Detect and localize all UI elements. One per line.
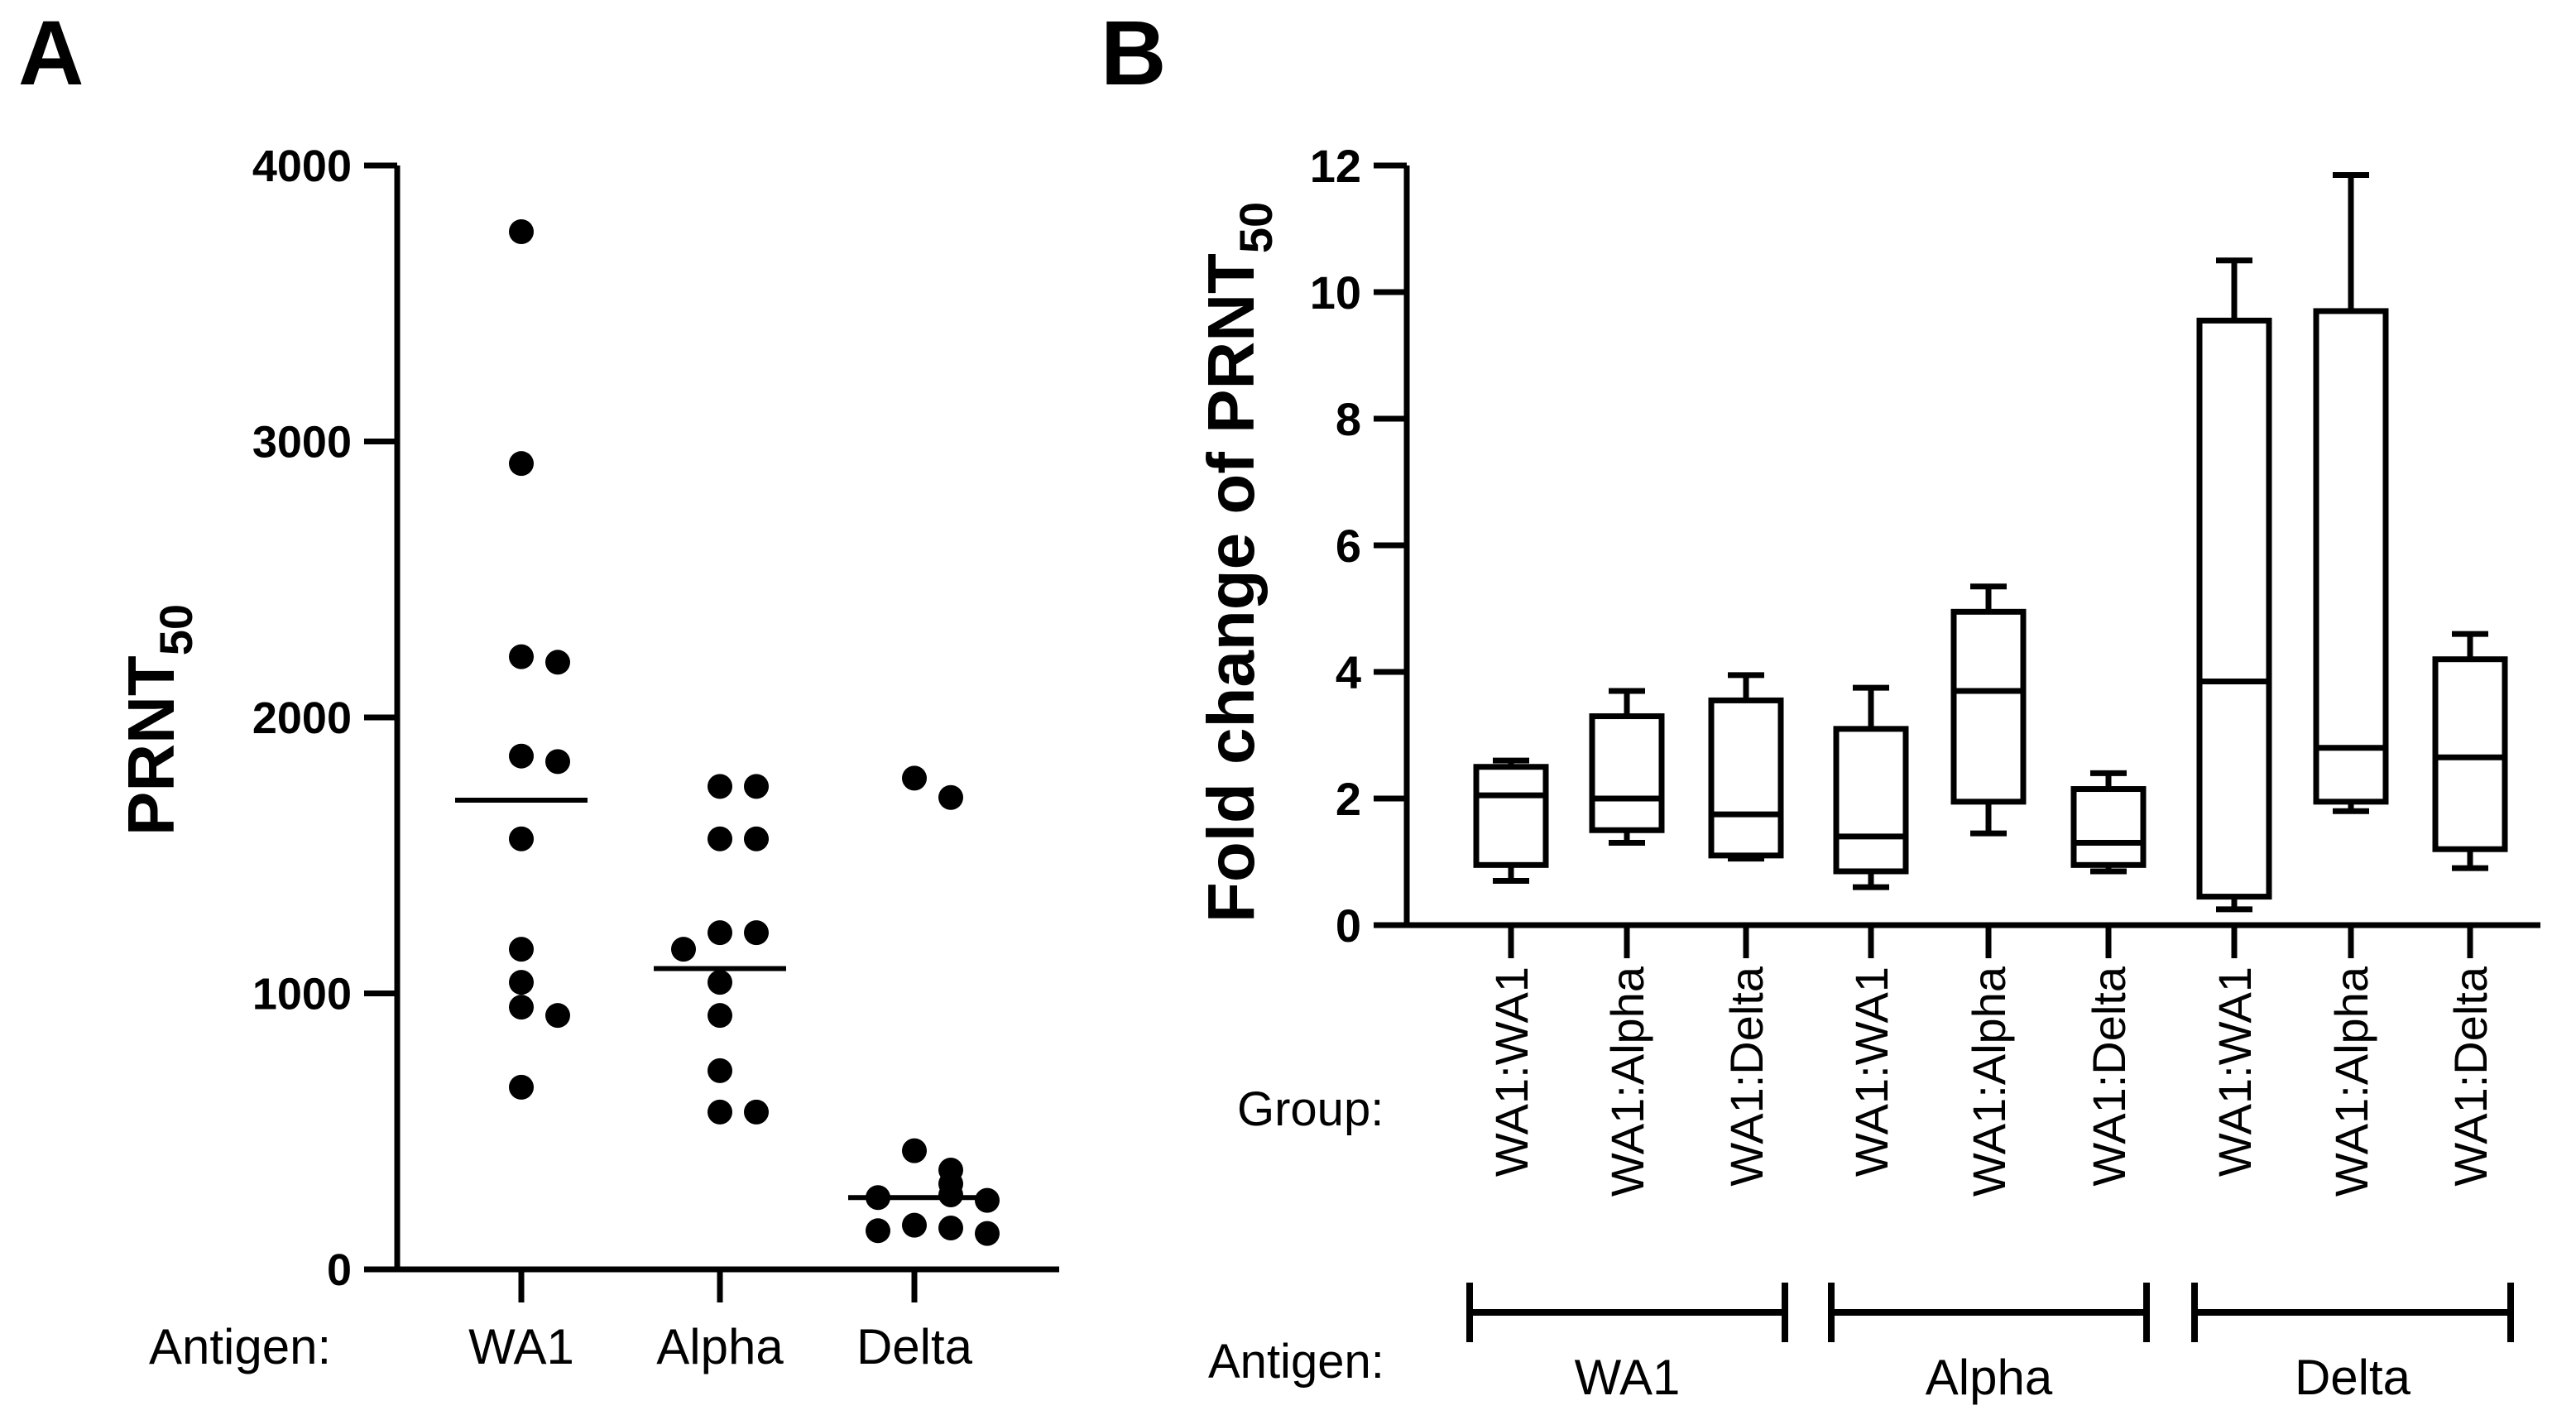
a-data-point	[509, 743, 534, 769]
b-box	[1708, 697, 1784, 859]
b-y-tick-label: 6	[1336, 520, 1361, 572]
b-antigen-bracket	[2191, 1283, 2514, 1342]
a-data-point	[708, 970, 732, 995]
a-x-title: Antigen:	[149, 1319, 331, 1374]
a-x-tick-label: Delta	[856, 1319, 973, 1374]
b-box-plot	[1833, 684, 1909, 890]
b-group-tick-label: WA1:Delta	[2444, 966, 2497, 1186]
panel-b-marks: 0 2 4 6 8 10 12 WA1:WA1 WA1:Alpha WA1:Delta WA1:WA…	[1310, 140, 2514, 1405]
a-y-tick-label: 2000	[252, 693, 352, 743]
a-data-point	[509, 937, 534, 962]
b-y-tick-label: 2	[1336, 773, 1361, 825]
a-data-point	[509, 644, 534, 669]
a-data-point	[708, 826, 732, 851]
a-y-title: PRNT50	[114, 604, 202, 836]
b-y-title: Fold change of PRNT50	[1194, 202, 1282, 923]
a-x-tick-label: Alpha	[656, 1319, 784, 1374]
b-group-tick-label: WA1:WA1	[1845, 967, 1897, 1177]
b-group-tick-label: WA1:WA1	[2209, 967, 2261, 1177]
b-group-tick-label: WA1:Alpha	[1963, 966, 2015, 1197]
b-y-tick-label: 4	[1336, 646, 1361, 698]
a-y-title-sub: 50	[150, 604, 202, 655]
b-box	[1589, 713, 1665, 833]
a-y-title-main: PRNT	[114, 655, 188, 836]
a-data-point	[671, 937, 696, 962]
b-antigen-label: Antigen:	[1208, 1335, 1384, 1389]
a-data-point	[509, 970, 534, 995]
b-box-plot	[1589, 688, 1665, 847]
b-box-plot	[1708, 672, 1784, 862]
b-y-title-sub: 50	[1230, 202, 1282, 253]
b-box	[2313, 308, 2389, 805]
b-box	[1950, 608, 2027, 805]
a-data-point	[509, 219, 534, 245]
b-group-tick-label: WA1:WA1	[1485, 967, 1537, 1177]
a-data-point	[866, 1218, 890, 1244]
a-data-point	[509, 995, 534, 1020]
b-box-plot	[1950, 583, 2027, 837]
b-y-title-main: Fold change of PRNT	[1194, 253, 1268, 923]
a-y-tick-label: 4000	[252, 142, 352, 191]
a-data-point	[509, 451, 534, 477]
b-box-plot	[2313, 171, 2389, 814]
b-box-plot	[2070, 770, 2147, 875]
a-data-point	[744, 774, 769, 799]
panel-a-marks: 0 1000 2000 3000 4000 WA1 Alpha Delta	[252, 142, 1000, 1374]
a-data-point	[708, 1099, 732, 1125]
b-y-tick-label: 10	[1310, 266, 1361, 319]
b-y-tick-label: 12	[1310, 140, 1361, 192]
a-data-point	[708, 1058, 732, 1083]
b-group-tick-label: WA1:Alpha	[2325, 966, 2377, 1197]
b-box-plot	[2196, 257, 2272, 913]
b-group-tick-label: WA1:Delta	[1720, 966, 1772, 1186]
a-y-tick-label: 3000	[252, 418, 352, 468]
panel-b-label: B	[1101, 2, 1166, 104]
a-y-tick-label: 1000	[252, 970, 352, 1019]
a-data-point	[975, 1187, 1000, 1213]
b-antigen-tick-label: WA1	[1575, 1350, 1681, 1405]
a-data-point	[509, 826, 534, 851]
b-box	[2432, 656, 2508, 852]
a-data-point	[545, 650, 570, 675]
b-box-plot	[1473, 757, 1549, 884]
a-data-point	[902, 1138, 927, 1163]
b-y-tick-label: 0	[1336, 899, 1361, 952]
b-group-tick-label: WA1:Alpha	[1601, 966, 1653, 1197]
a-data-point	[938, 784, 963, 810]
a-data-point	[509, 1074, 534, 1100]
a-data-point	[938, 1182, 963, 1207]
a-data-point	[744, 826, 769, 851]
a-data-point	[708, 920, 732, 946]
a-data-point	[744, 1099, 769, 1125]
b-group-tick-label: WA1:Delta	[2083, 966, 2135, 1186]
a-data-point	[975, 1221, 1000, 1246]
a-data-point	[545, 749, 570, 775]
a-data-point	[708, 1003, 732, 1029]
b-antigen-bracket	[1466, 1283, 1788, 1342]
panel-a-label: A	[18, 2, 84, 104]
b-antigen-tick-label: Delta	[2295, 1350, 2411, 1405]
b-antigen-tick-label: Alpha	[1926, 1350, 2053, 1405]
a-data-point	[902, 765, 927, 791]
a-x-tick-label: WA1	[468, 1319, 574, 1374]
b-antigen-bracket	[1828, 1283, 2150, 1342]
b-box	[1833, 726, 1909, 875]
b-box-plot	[2432, 631, 2508, 871]
a-data-point	[708, 774, 732, 799]
a-data-point	[938, 1215, 963, 1240]
a-data-point	[545, 1003, 570, 1029]
b-y-tick-label: 8	[1336, 393, 1361, 445]
a-y-tick-label: 0	[327, 1245, 352, 1295]
b-box	[1473, 764, 1549, 868]
a-data-point	[902, 1212, 927, 1238]
a-data-point	[744, 920, 769, 946]
b-box	[2196, 317, 2272, 900]
b-group-label: Group:	[1237, 1082, 1384, 1136]
b-box	[2070, 786, 2147, 868]
